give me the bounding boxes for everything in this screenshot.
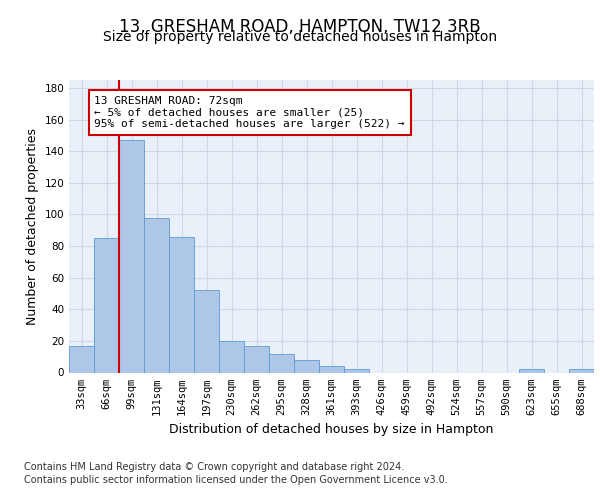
Bar — [569, 370, 594, 372]
Bar — [219, 341, 244, 372]
Bar — [194, 290, 219, 372]
Bar — [269, 354, 294, 372]
Bar — [344, 370, 369, 372]
Bar — [119, 140, 144, 372]
Bar — [94, 238, 119, 372]
Text: Size of property relative to detached houses in Hampton: Size of property relative to detached ho… — [103, 30, 497, 44]
Text: Contains HM Land Registry data © Crown copyright and database right 2024.: Contains HM Land Registry data © Crown c… — [24, 462, 404, 472]
Text: 13, GRESHAM ROAD, HAMPTON, TW12 3RB: 13, GRESHAM ROAD, HAMPTON, TW12 3RB — [119, 18, 481, 36]
Y-axis label: Number of detached properties: Number of detached properties — [26, 128, 39, 325]
Text: 13 GRESHAM ROAD: 72sqm
← 5% of detached houses are smaller (25)
95% of semi-deta: 13 GRESHAM ROAD: 72sqm ← 5% of detached … — [95, 96, 405, 129]
Bar — [519, 370, 544, 372]
Bar — [319, 366, 344, 372]
X-axis label: Distribution of detached houses by size in Hampton: Distribution of detached houses by size … — [169, 423, 494, 436]
Bar — [169, 236, 194, 372]
Bar — [144, 218, 169, 372]
Bar — [294, 360, 319, 372]
Bar — [69, 346, 94, 372]
Text: Contains public sector information licensed under the Open Government Licence v3: Contains public sector information licen… — [24, 475, 448, 485]
Bar — [244, 346, 269, 372]
